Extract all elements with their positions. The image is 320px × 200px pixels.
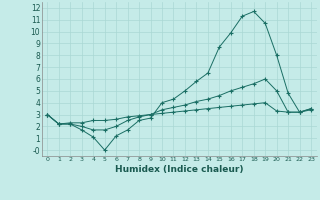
X-axis label: Humidex (Indice chaleur): Humidex (Indice chaleur) [115,165,244,174]
